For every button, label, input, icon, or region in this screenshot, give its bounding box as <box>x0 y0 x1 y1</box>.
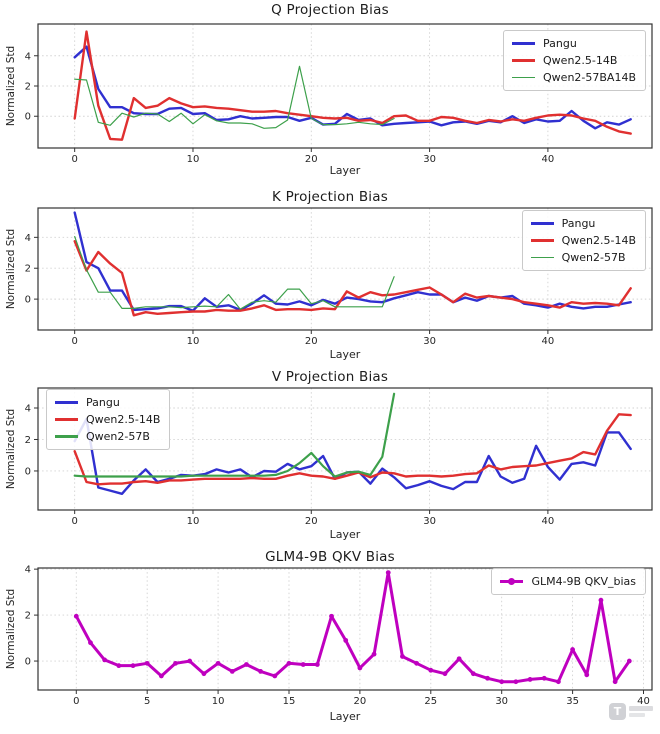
x-axis-label: Layer <box>329 164 361 177</box>
watermark-t-icon: T <box>609 703 626 720</box>
svg-text:0: 0 <box>25 466 31 477</box>
legend-item: Qwen2-57B <box>55 428 160 445</box>
svg-text:0: 0 <box>25 657 31 668</box>
plot-area: 0 5 10 15 20 25 30 35 40 0 2 4 <box>25 565 653 707</box>
svg-text:25: 25 <box>424 696 437 707</box>
plot-area: 0 10 20 30 40 0 2 4 <box>25 23 653 165</box>
legend-label: Qwen2.5-14B <box>86 413 161 426</box>
svg-text:20: 20 <box>305 336 318 347</box>
plot-area: 0 10 20 30 40 0 2 4 <box>25 387 653 527</box>
legend-line-sample <box>55 401 78 404</box>
x-axis-label: Layer <box>329 528 361 541</box>
svg-text:4: 4 <box>25 233 31 244</box>
svg-text:30: 30 <box>423 154 436 165</box>
legend-item: Qwen2-57BA14B <box>512 69 636 86</box>
legend-label: GLM4-9B QKV_bias <box>531 575 636 588</box>
x-axis-label: Layer <box>329 710 361 723</box>
legend: Pangu Qwen2.5-14B Qwen2-57BA14B <box>503 30 646 91</box>
legend-label: Pangu <box>543 37 577 50</box>
legend-line-sample <box>530 222 554 225</box>
svg-text:35: 35 <box>566 696 579 707</box>
svg-text:0: 0 <box>71 336 77 347</box>
svg-text:2: 2 <box>25 82 31 93</box>
svg-text:10: 10 <box>187 516 200 527</box>
legend-line-sample <box>512 77 536 78</box>
legend-label: Qwen2-57B <box>86 430 150 443</box>
plot-area: 0 10 20 30 40 0 2 4 <box>25 207 653 347</box>
svg-text:40: 40 <box>542 154 555 165</box>
chart-glm4-9b-qkv-bias: GLM4-9B QKV Bias Normalized Std 0 5 10 15 20… <box>0 544 660 734</box>
legend-item: GLM4-9B QKV_bias <box>500 573 636 590</box>
svg-text:40: 40 <box>542 336 555 347</box>
legend-marker-icon <box>508 578 516 585</box>
legend: Pangu Qwen2.5-14B Qwen2-57B <box>521 210 646 271</box>
svg-text:4: 4 <box>25 565 31 576</box>
legend-item: Qwen2.5-14B <box>55 411 160 428</box>
legend-label: Qwen2-57B <box>561 251 626 264</box>
chart-title: V Projection Bias <box>271 369 389 385</box>
legend-line-sample <box>512 59 536 62</box>
chart-title: GLM4-9B QKV Bias <box>265 549 395 565</box>
svg-text:15: 15 <box>283 696 296 707</box>
chart-title: Q Projection Bias <box>271 2 389 18</box>
legend-line-sample <box>55 418 78 421</box>
legend: GLM4-9B QKV_bias <box>491 568 646 595</box>
legend-label: Pangu <box>86 396 120 409</box>
legend-label: Pangu <box>561 217 596 230</box>
legend-item: Qwen2.5-14B <box>530 232 636 249</box>
legend-item: Qwen2.5-14B <box>512 52 636 69</box>
chart-k-projection-bias: K Projection Bias Normalized Std 0 10 20 30… <box>0 184 660 364</box>
legend-item: Pangu <box>55 394 160 411</box>
legend-line-sample <box>530 257 554 258</box>
legend-line-sample <box>500 578 524 585</box>
svg-text:2: 2 <box>25 435 31 446</box>
svg-text:20: 20 <box>305 516 318 527</box>
chart-v-projection-bias: V Projection Bias Normalized Std 0 10 20 30… <box>0 364 660 544</box>
svg-text:2: 2 <box>25 611 31 622</box>
svg-text:0: 0 <box>71 154 77 165</box>
svg-text:30: 30 <box>495 696 508 707</box>
legend-line-sample <box>55 435 78 438</box>
svg-text:40: 40 <box>542 516 555 527</box>
legend-line-sample <box>530 239 554 242</box>
legend-item: Pangu <box>530 215 636 232</box>
legend-label: Qwen2.5-14B <box>561 234 636 247</box>
svg-text:2: 2 <box>25 264 31 275</box>
svg-text:10: 10 <box>187 154 200 165</box>
x-axis-label: Layer <box>329 348 361 361</box>
svg-text:10: 10 <box>212 696 225 707</box>
legend-label: Qwen2.5-14B <box>543 54 618 67</box>
svg-text:5: 5 <box>144 696 150 707</box>
svg-text:10: 10 <box>187 336 200 347</box>
svg-text:30: 30 <box>423 336 436 347</box>
svg-text:20: 20 <box>354 696 367 707</box>
svg-text:0: 0 <box>25 112 31 123</box>
svg-text:0: 0 <box>25 295 31 306</box>
legend-label: Qwen2-57BA14B <box>543 71 636 84</box>
legend: Pangu Qwen2.5-14B Qwen2-57B <box>46 389 171 450</box>
legend-item: Qwen2-57B <box>530 249 636 266</box>
watermark-text-lines <box>629 706 653 717</box>
svg-text:30: 30 <box>423 516 436 527</box>
svg-text:4: 4 <box>25 403 31 414</box>
svg-text:40: 40 <box>637 696 650 707</box>
watermark-logo: T <box>609 703 653 720</box>
legend-item: Pangu <box>512 35 636 52</box>
svg-text:20: 20 <box>305 154 318 165</box>
svg-text:4: 4 <box>25 51 31 62</box>
svg-text:0: 0 <box>73 696 79 707</box>
chart-title: K Projection Bias <box>272 189 388 205</box>
legend-line-sample <box>512 42 536 45</box>
svg-text:0: 0 <box>71 516 77 527</box>
chart-q-projection-bias: Q Projection Bias Normalized Std 0 10 20 30… <box>0 0 660 184</box>
